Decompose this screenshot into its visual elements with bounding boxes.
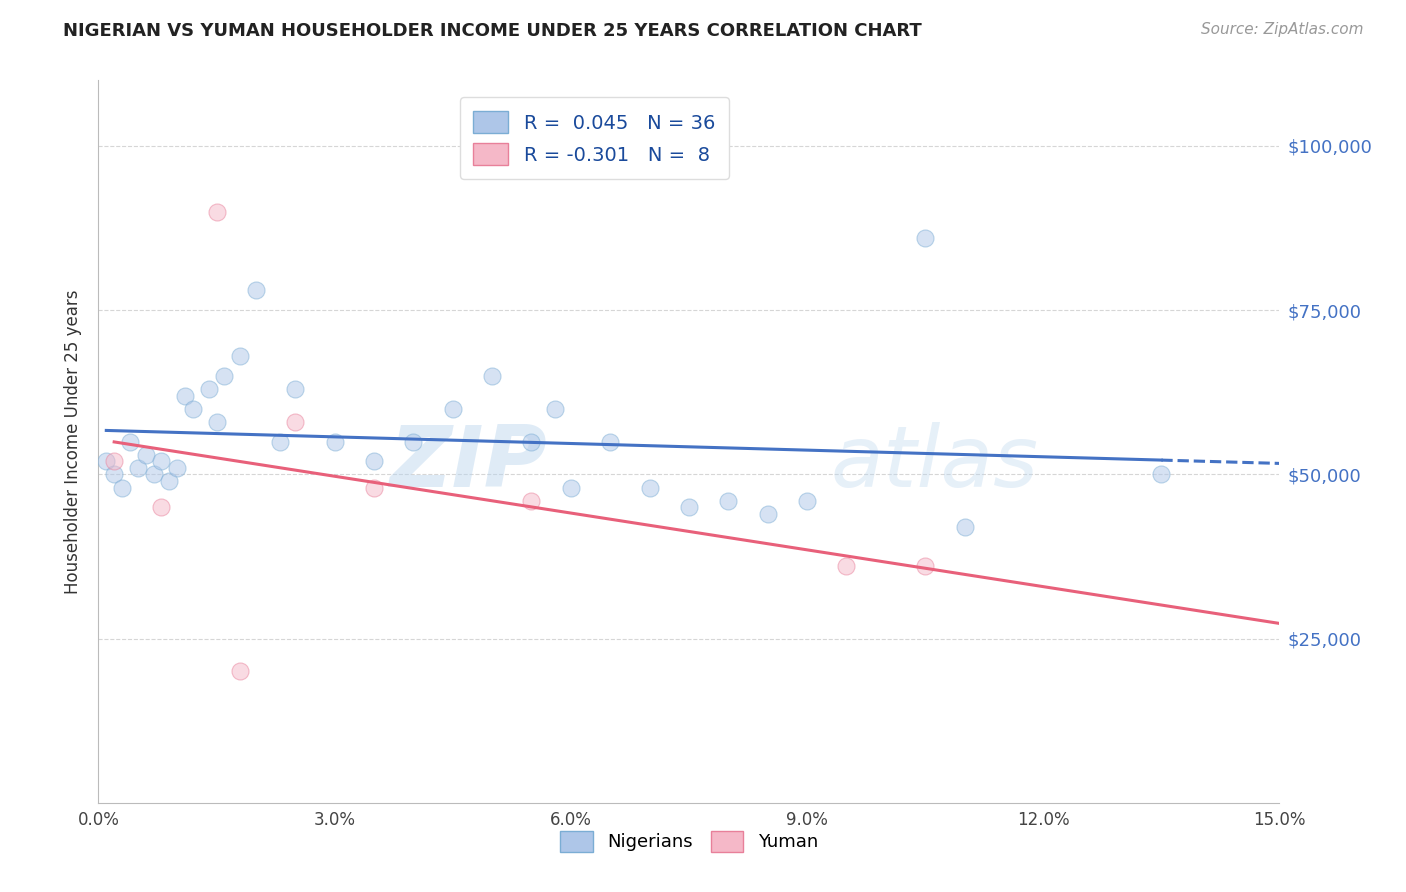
Point [441,401,464,416]
Point [103,467,125,482]
Point [481,368,503,383]
Point [181,401,204,416]
Point [229,665,252,679]
Point [229,349,252,363]
Point [150,454,173,468]
Point [717,493,740,508]
Point [520,493,543,508]
Point [402,434,425,449]
Point [520,434,543,449]
Point [166,460,188,475]
Legend: Nigerians, Yuman: Nigerians, Yuman [553,823,825,859]
Point [363,454,385,468]
Point [157,474,180,488]
Point [111,481,134,495]
Point [118,434,141,449]
Point [835,559,858,574]
Point [103,454,125,468]
Point [284,415,307,429]
Point [205,204,228,219]
Point [914,231,936,245]
Point [1150,467,1173,482]
Point [678,500,700,515]
Point [205,415,228,429]
Point [96,454,118,468]
Point [638,481,661,495]
Point [560,481,582,495]
Y-axis label: Householder Income Under 25 years: Householder Income Under 25 years [65,289,83,594]
Text: NIGERIAN VS YUMAN HOUSEHOLDER INCOME UNDER 25 YEARS CORRELATION CHART: NIGERIAN VS YUMAN HOUSEHOLDER INCOME UND… [63,22,922,40]
Point [796,493,818,508]
Point [284,382,307,396]
Point [142,467,165,482]
Point [150,500,173,515]
Point [174,388,197,402]
Point [914,559,936,574]
Point [953,520,976,534]
Point [756,507,779,521]
Point [135,448,157,462]
Text: Source: ZipAtlas.com: Source: ZipAtlas.com [1201,22,1364,37]
Point [214,368,236,383]
Point [197,382,219,396]
Point [127,460,149,475]
Point [599,434,621,449]
Point [269,434,291,449]
Text: ZIP: ZIP [389,422,547,505]
Point [245,284,267,298]
Point [363,481,385,495]
Text: atlas: atlas [831,422,1039,505]
Point [544,401,567,416]
Point [323,434,346,449]
